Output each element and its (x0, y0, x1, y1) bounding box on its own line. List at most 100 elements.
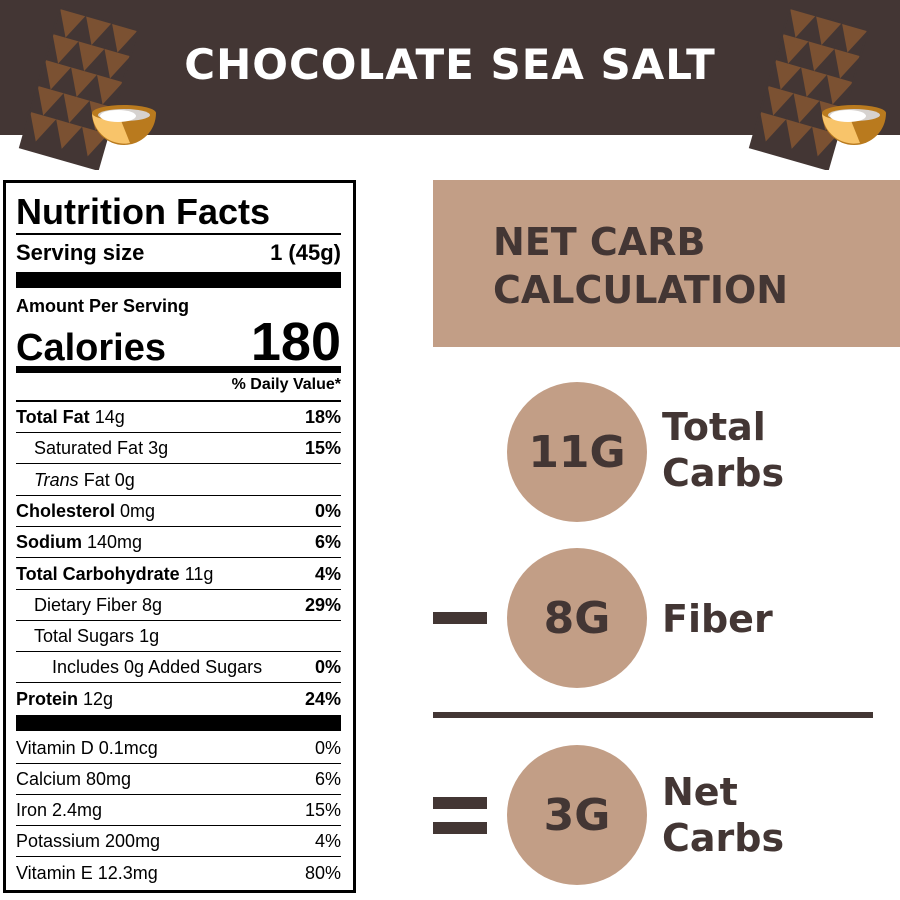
nutrient-dv: 29% (304, 594, 341, 615)
nutrient-row: Cholesterol 0mg 0% (16, 497, 341, 527)
serving-size-label: Serving size (16, 240, 145, 265)
vitamin-dv: 0% (314, 738, 341, 758)
calories-value: 180 (250, 312, 341, 372)
chocolate-triangle (834, 48, 861, 79)
nutrient-dv: 18% (304, 407, 341, 427)
vitamin-dv: 15% (304, 800, 341, 820)
vitamin-row: Vitamin D 0.1mcg 0% (16, 734, 341, 764)
total-carbs-circle: 11G (507, 382, 647, 522)
chocolate-triangle (52, 33, 79, 64)
nutrient-row: Total Carbohydrate 11g 4% (16, 560, 341, 590)
nutrient-row: Dietary Fiber 8g 29% (16, 591, 341, 621)
chocolate-triangle (760, 111, 787, 142)
nutrient-name: Saturated Fat (34, 438, 144, 459)
divider (16, 272, 341, 288)
net-carbs-label-1: Net (662, 770, 738, 814)
chocolate-triangle (786, 119, 813, 149)
chocolate-triangle (85, 15, 112, 46)
chocolate-triangle (37, 85, 64, 116)
nutrient-name: Total Carbohydrate (16, 563, 180, 584)
serving-size-value: 1 (45g) (270, 240, 341, 265)
nutrient-name: Trans (34, 469, 79, 490)
chocolate-triangle (60, 8, 86, 38)
net-carb-header: NET CARB CALCULATION (433, 180, 900, 347)
nutrient-row: Saturated Fat 3g 15% (16, 434, 341, 465)
chocolate-triangle (782, 33, 809, 64)
chocolate-triangle (97, 74, 123, 105)
vitamin-row: Potassium 200mg 4% (16, 827, 341, 857)
vitamin-name: Potassium 200mg (16, 831, 161, 851)
nutrient-name: Includes 0g Added Sugars (52, 657, 263, 678)
nutrient-dv: 4% (314, 563, 341, 584)
chocolate-triangle (801, 67, 828, 98)
total-carbs-label-2: Carbs (662, 451, 785, 495)
nutrient-row: Trans Fat 0g (16, 466, 341, 496)
chocolate-triangle (45, 59, 72, 90)
chocolate-bar-right-icon (748, 6, 886, 170)
nutrient-dv: 6% (314, 532, 341, 553)
calories-label: Calories (16, 327, 166, 369)
nutrient-amount: 12g (83, 689, 114, 710)
nutrient-amount: 0g (114, 469, 135, 490)
chocolate-triangle (827, 74, 853, 105)
divider (16, 715, 341, 731)
chocolate-triangle (30, 111, 57, 142)
minus-icon (433, 612, 487, 624)
nutrient-name: Total Sugars (34, 626, 135, 647)
amount-per-serving: Amount Per Serving (16, 296, 190, 316)
nutrient-amount: 3g (148, 438, 169, 459)
nutrient-amount: 0mg (120, 500, 156, 521)
vitamin-dv: 6% (314, 769, 341, 789)
fiber-circle: 8G (507, 548, 647, 688)
chocolate-triangle (808, 41, 835, 72)
chocolate-triangle (78, 41, 105, 72)
chocolate-triangle (815, 15, 842, 46)
nutrient-name-suffix: Fat (83, 469, 110, 490)
nutrient-dv: 0% (314, 500, 341, 521)
net-carb-title-line2: CALCULATION (493, 268, 789, 312)
label-heading: Nutrition Facts (16, 191, 271, 232)
nutrient-name: Cholesterol (16, 500, 116, 521)
chocolate-triangle (56, 119, 83, 149)
fiber-label: Fiber (662, 597, 773, 641)
vitamin-dv: 4% (314, 831, 341, 851)
nutrient-row: Protein 12g 24% (16, 685, 341, 715)
nutrient-name: Dietary Fiber (34, 594, 138, 615)
chocolate-triangle (71, 67, 98, 98)
nutrient-dv: 0% (314, 657, 341, 678)
nutrient-name: Sodium (16, 532, 82, 553)
chocolate-triangle (63, 93, 90, 123)
chocolate-triangle (104, 48, 131, 79)
chocolate-bar-left-icon (18, 6, 156, 170)
vitamin-row: Iron 2.4mg 15% (16, 796, 341, 826)
vitamin-dv: 80% (304, 862, 341, 883)
net-carb-title-line1: NET CARB (493, 220, 706, 264)
chocolate-triangle (793, 93, 820, 123)
chocolate-triangle (767, 85, 794, 116)
daily-value-header: % Daily Value* (231, 376, 341, 393)
vitamin-name: Vitamin D 0.1mcg (16, 738, 158, 758)
vitamin-row: Calcium 80mg 6% (16, 765, 341, 795)
nutrient-amount: 14g (94, 407, 125, 427)
vitamin-name: Vitamin E 12.3mg (16, 862, 158, 883)
nutrient-row: Total Sugars 1g (16, 622, 341, 653)
equals-icon-bar (433, 822, 487, 834)
nutrient-amount: 140mg (87, 532, 143, 553)
total-carbs-label-1: Total (662, 405, 766, 449)
nutrient-name: Total Fat (16, 407, 90, 427)
net-carbs-circle: 3G (507, 745, 647, 885)
chocolate-triangle (111, 22, 138, 53)
vitamin-name: Iron 2.4mg (16, 800, 103, 820)
nutrient-amount: 8g (142, 594, 163, 615)
vitamin-name: Calcium 80mg (16, 769, 132, 789)
nutrition-facts-label: Nutrition Facts Serving size 1 (45g) Amo… (3, 180, 356, 893)
equals-icon (433, 797, 487, 809)
nutrient-row: Includes 0g Added Sugars 0% (16, 653, 341, 684)
nutrient-row: Sodium 140mg 6% (16, 528, 341, 559)
sum-line (433, 712, 873, 718)
nutrient-amount: 1g (139, 626, 160, 647)
nutrient-name: Protein (16, 689, 79, 710)
nutrient-amount: 11g (184, 563, 214, 584)
chocolate-triangle (841, 22, 868, 53)
net-carbs-label-2: Carbs (662, 816, 785, 860)
